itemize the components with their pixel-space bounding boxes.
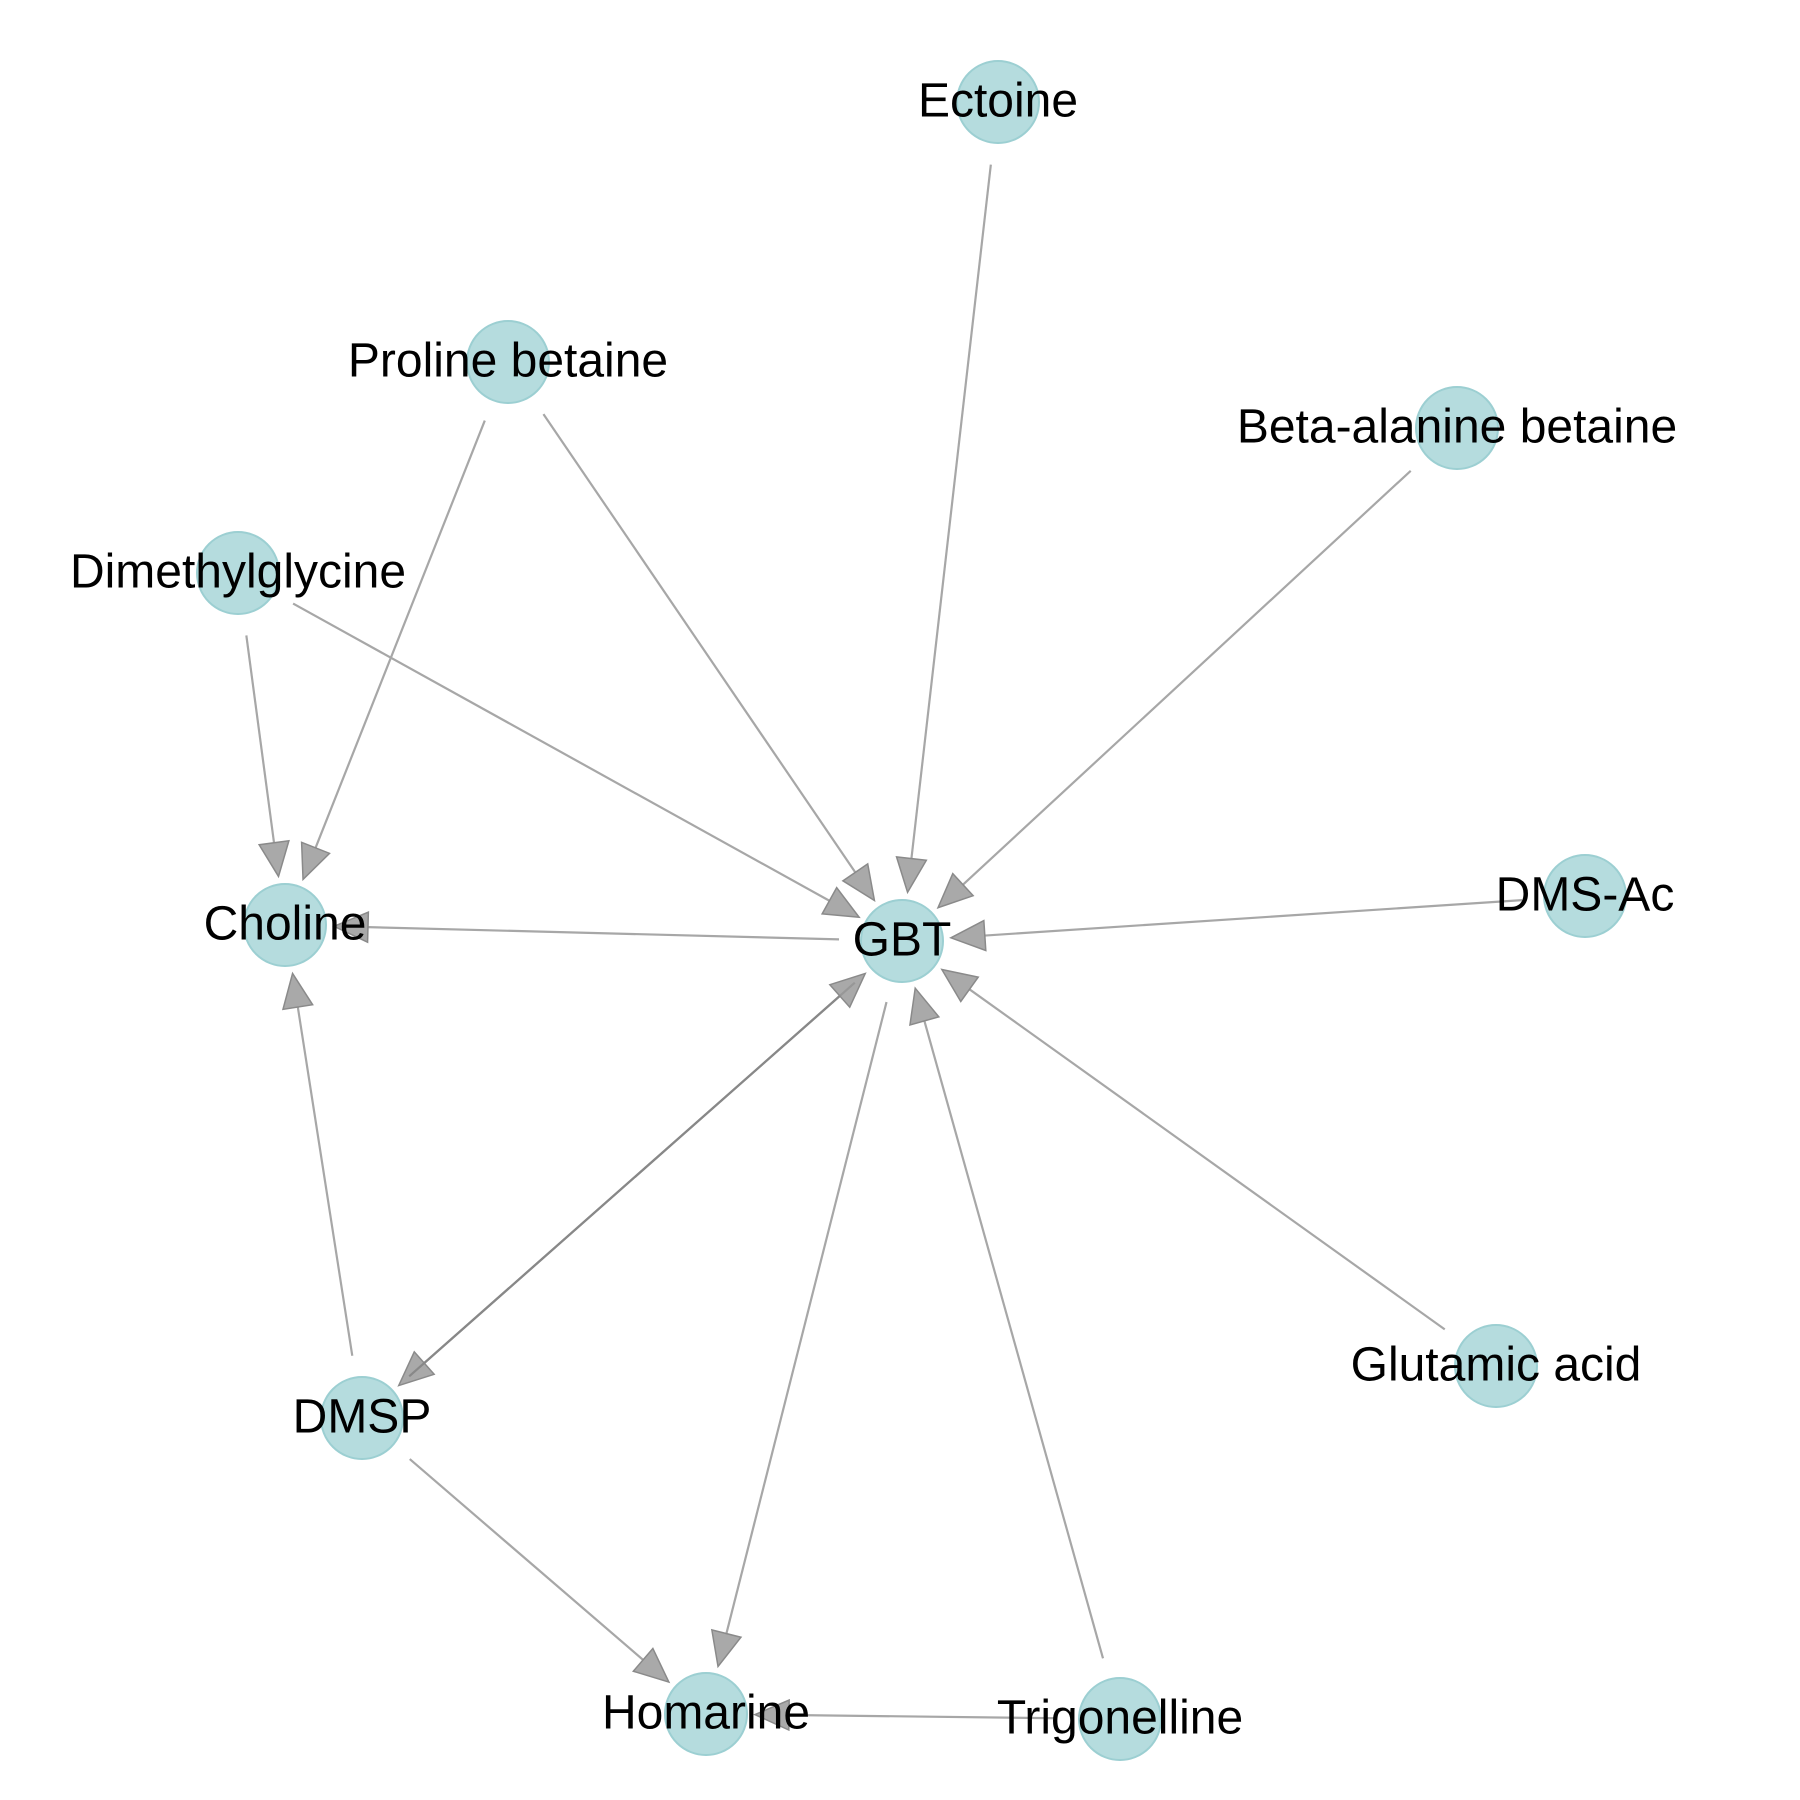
node-label: Glutamic acid (1351, 1339, 1642, 1392)
arrowhead-beta-alanine-betaine-to-gbt (936, 872, 975, 910)
edges-layer (245, 164, 1523, 1732)
node-circle (243, 883, 327, 967)
node-ectoine[interactable]: Ectoine (918, 60, 1078, 144)
edge-trigonelline-to-homarine (788, 1713, 1058, 1720)
edge-glutamic-acid-to-gbt (968, 988, 1446, 1331)
edge-dms-ac-to-gbt (984, 899, 1523, 937)
arrowhead-dms-ac-to-gbt (949, 919, 987, 952)
node-label: Homarine (602, 1687, 810, 1740)
arrowhead-ectoine-to-gbt (895, 855, 928, 895)
node-label: Ectoine (918, 75, 1078, 128)
arrowhead-proline-betaine-to-choline (300, 841, 331, 882)
node-circle (1415, 386, 1499, 470)
node-beta-alanine-betaine[interactable]: Beta-alanine betaine (1237, 386, 1677, 470)
nodes-layer: Ectoine Proline betaine Beta-alanine betai… (70, 60, 1677, 1761)
edge-dimethylglycine-to-choline (245, 635, 276, 843)
arrowhead-dmsp-to-homarine (631, 1647, 671, 1684)
node-circle (1078, 1677, 1162, 1761)
node-label: Proline betaine (348, 335, 668, 388)
arrowhead-trigonelline-to-gbt (909, 986, 941, 1027)
arrowhead-dimethylglycine-to-gbt (820, 886, 861, 919)
node-label: DMS-Ac (1496, 869, 1675, 922)
edge-gbt-to-choline (367, 926, 840, 941)
arrowhead-trigonelline-to-homarine (753, 1698, 790, 1732)
node-label: GBT (853, 914, 952, 967)
node-choline[interactable]: Choline (204, 883, 367, 967)
edge-dmsp-to-gbt (408, 995, 841, 1378)
node-circle (196, 531, 280, 615)
node-gbt[interactable]: GBT (853, 899, 952, 983)
edge-proline-betaine-to-choline (314, 420, 486, 849)
node-label: Dimethylglycine (70, 546, 406, 599)
node-dmsp[interactable]: DMSP (293, 1376, 432, 1460)
node-glutamic-acid[interactable]: Glutamic acid (1351, 1324, 1642, 1408)
arrowhead-gbt-to-choline (332, 911, 370, 944)
node-circle (664, 1672, 748, 1756)
arrowhead-dimethylglycine-to-choline (257, 839, 290, 879)
edge-gbt-to-homarine (725, 1001, 888, 1634)
node-label: Trigonelline (997, 1692, 1243, 1745)
node-circle (320, 1376, 404, 1460)
arrowhead-dmsp-to-gbt (828, 972, 867, 1009)
node-label: Choline (204, 898, 367, 951)
node-circle (956, 60, 1040, 144)
edge-proline-betaine-to-gbt (542, 413, 857, 873)
node-circle (1543, 854, 1627, 938)
node-label: Beta-alanine betaine (1237, 401, 1677, 454)
edge-trigonelline-to-gbt (923, 1020, 1105, 1659)
arrowhead-gbt-to-homarine (710, 1628, 743, 1669)
edge-beta-alanine-betaine-to-gbt (962, 469, 1412, 886)
node-circle (860, 899, 944, 983)
arrowhead-glutamic-acid-to-gbt (940, 968, 980, 1003)
node-homarine[interactable]: Homarine (602, 1672, 810, 1756)
node-label: DMSP (293, 1391, 432, 1444)
arrowhead-dmsp-to-choline (281, 971, 314, 1011)
node-circle (1454, 1324, 1538, 1408)
edge-dmsp-to-homarine (409, 1458, 644, 1661)
node-dms-ac[interactable]: DMS-Ac (1496, 854, 1675, 938)
node-proline-betaine[interactable]: Proline betaine (348, 320, 668, 404)
edge-dmsp-to-choline (296, 1006, 354, 1356)
node-dimethylglycine[interactable]: Dimethylglycine (70, 531, 406, 615)
edge-dimethylglycine-to-gbt (292, 602, 830, 902)
edge-ectoine-to-gbt (910, 164, 992, 859)
arrowhead-proline-betaine-to-gbt (841, 862, 876, 903)
node-trigonelline[interactable]: Trigonelline (997, 1677, 1243, 1761)
node-circle (466, 320, 550, 404)
